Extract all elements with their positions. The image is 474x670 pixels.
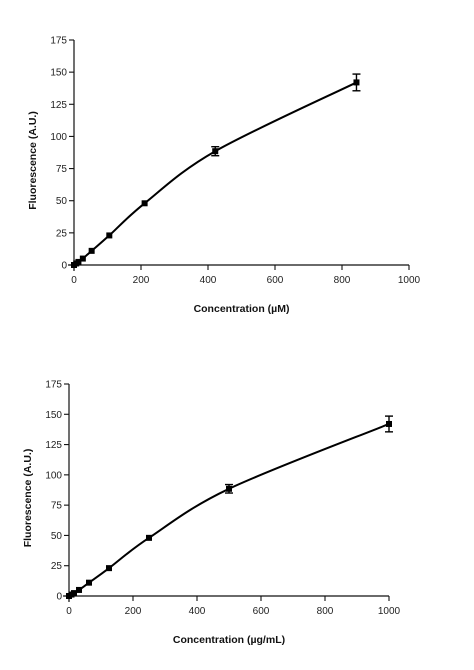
y-tick-label: 125 — [50, 100, 67, 111]
data-point — [86, 579, 92, 586]
data-point — [79, 255, 86, 262]
y-axis-title: Fluorescence (A.U.) — [22, 449, 34, 548]
x-tick-label: 800 — [334, 275, 351, 286]
data-point — [88, 247, 95, 254]
data-point — [212, 148, 219, 155]
y-tick-label: 100 — [45, 470, 62, 481]
x-axis-title: Concentration (µg/mL) — [173, 634, 285, 646]
fit-curve — [68, 423, 390, 597]
y-tick-label: 0 — [56, 592, 62, 603]
data-point — [76, 586, 83, 593]
data-point — [106, 232, 113, 239]
y-tick-label: 125 — [45, 440, 62, 451]
y-tick-label: 75 — [56, 164, 68, 175]
x-tick-label: 0 — [66, 606, 72, 617]
x-tick-label: 1000 — [398, 275, 421, 286]
x-tick-label: 800 — [317, 606, 334, 617]
y-tick-label: 175 — [45, 380, 62, 391]
x-tick-label: 400 — [189, 606, 206, 617]
x-axis-title: Concentration (µM) — [194, 303, 290, 315]
y-tick-label: 50 — [51, 531, 63, 542]
data-point — [70, 590, 77, 597]
y-tick-label: 25 — [56, 228, 68, 239]
fit-curve — [73, 81, 357, 266]
y-tick-label: 100 — [50, 132, 67, 143]
x-tick-label: 600 — [267, 275, 284, 286]
y-tick-label: 150 — [50, 68, 67, 79]
y-tick-label: 0 — [61, 261, 67, 272]
data-point — [226, 485, 232, 492]
x-tick-label: 200 — [125, 606, 142, 617]
y-tick-label: 150 — [45, 410, 62, 421]
x-tick-label: 1000 — [378, 606, 401, 617]
data-point — [146, 534, 152, 541]
chart-panel-1: 0 25 50 75 100 125 150 175 0 200 400 600 800 1000 Conc… — [27, 36, 421, 316]
x-tick-label: 400 — [200, 275, 217, 286]
y-tick-label: 175 — [50, 36, 67, 47]
data-point — [75, 258, 82, 265]
y-tick-label: 50 — [56, 196, 68, 207]
y-tick-label: 75 — [51, 501, 63, 512]
chart-panel-2: 0 25 50 75 100 125 150 175 0 200 400 600 800 1000 Conc… — [22, 380, 401, 647]
data-point — [106, 565, 112, 572]
y-tick-label: 25 — [51, 561, 63, 572]
data-point — [141, 200, 148, 207]
data-point — [353, 79, 360, 86]
x-tick-label: 200 — [133, 275, 150, 286]
y-axis-title: Fluorescence (A.U.) — [27, 111, 39, 210]
x-tick-label: 0 — [71, 275, 77, 286]
x-tick-label: 600 — [253, 606, 270, 617]
data-point — [386, 420, 392, 427]
